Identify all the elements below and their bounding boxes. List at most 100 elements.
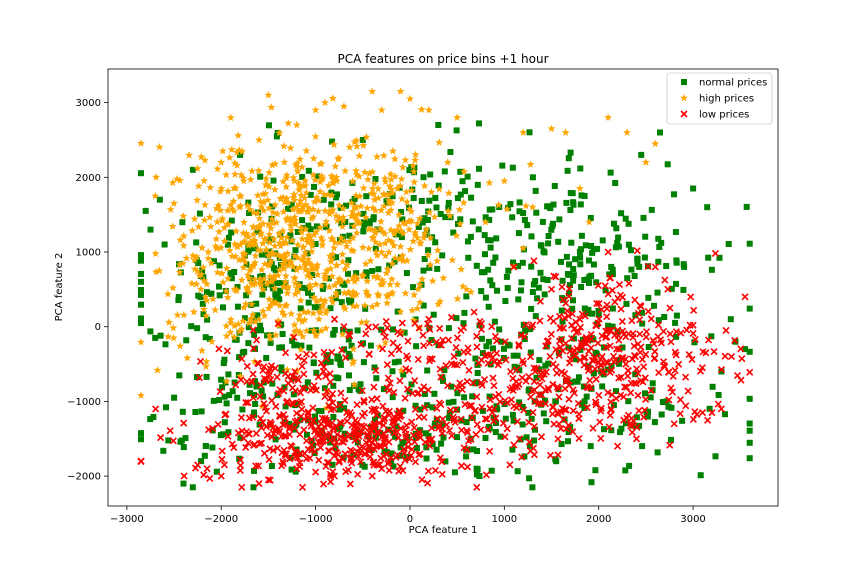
data-point bbox=[353, 270, 360, 277]
data-point bbox=[289, 173, 298, 182]
data-point bbox=[378, 465, 386, 473]
data-point bbox=[202, 334, 209, 341]
data-point bbox=[533, 374, 540, 381]
data-point bbox=[309, 205, 318, 213]
data-point bbox=[424, 251, 433, 259]
data-point bbox=[387, 454, 395, 462]
data-point bbox=[165, 318, 173, 326]
data-point bbox=[338, 257, 347, 266]
data-point bbox=[221, 411, 229, 419]
data-point bbox=[384, 426, 393, 434]
data-point bbox=[335, 213, 344, 222]
data-point bbox=[271, 265, 277, 272]
data-point bbox=[380, 386, 387, 393]
data-point bbox=[286, 221, 295, 229]
data-point bbox=[197, 152, 206, 161]
data-point bbox=[301, 261, 310, 269]
data-point bbox=[282, 450, 290, 458]
data-point bbox=[368, 87, 377, 95]
data-point bbox=[278, 260, 287, 268]
data-point bbox=[597, 434, 605, 442]
data-point bbox=[368, 472, 376, 480]
data-point bbox=[334, 153, 343, 162]
data-point bbox=[570, 335, 577, 342]
data-point bbox=[187, 279, 196, 287]
data-point bbox=[312, 241, 319, 247]
data-point bbox=[403, 385, 412, 393]
data-point bbox=[633, 247, 641, 255]
data-point bbox=[200, 276, 209, 284]
data-point bbox=[613, 388, 619, 395]
data-point bbox=[303, 259, 312, 268]
data-point bbox=[316, 295, 325, 304]
data-point bbox=[229, 197, 238, 205]
data-point bbox=[304, 268, 313, 276]
x-tick-label: 0 bbox=[407, 514, 413, 525]
data-point bbox=[337, 233, 346, 242]
data-point bbox=[595, 300, 603, 308]
data-point bbox=[377, 206, 386, 214]
data-point bbox=[292, 247, 299, 254]
data-point bbox=[474, 370, 481, 376]
data-point bbox=[387, 175, 396, 183]
data-point bbox=[341, 430, 348, 437]
data-point bbox=[189, 307, 198, 316]
data-point bbox=[481, 269, 488, 276]
data-point bbox=[348, 359, 357, 367]
data-point bbox=[223, 293, 232, 301]
data-point bbox=[311, 175, 320, 184]
data-point bbox=[524, 222, 531, 229]
data-point bbox=[286, 420, 293, 427]
data-point bbox=[399, 256, 408, 265]
data-point bbox=[213, 164, 222, 173]
data-point bbox=[615, 234, 622, 241]
data-point bbox=[301, 265, 310, 274]
data-point bbox=[398, 163, 407, 171]
data-point bbox=[290, 195, 299, 204]
data-point bbox=[327, 206, 336, 215]
data-point bbox=[251, 317, 260, 326]
data-point bbox=[345, 336, 352, 343]
data-point bbox=[195, 271, 204, 280]
data-point bbox=[461, 394, 468, 401]
data-point bbox=[487, 244, 494, 251]
data-point bbox=[282, 238, 291, 247]
data-point bbox=[532, 187, 539, 194]
data-point bbox=[418, 198, 425, 204]
data-point bbox=[301, 225, 310, 233]
data-point bbox=[453, 361, 461, 369]
data-point bbox=[438, 470, 446, 478]
data-point bbox=[568, 334, 576, 343]
data-point bbox=[156, 196, 163, 203]
data-point bbox=[312, 227, 321, 236]
data-point bbox=[304, 308, 312, 316]
data-point bbox=[338, 299, 345, 306]
data-point bbox=[309, 416, 317, 424]
data-point bbox=[368, 396, 376, 404]
data-point bbox=[332, 288, 341, 297]
data-point bbox=[360, 210, 367, 217]
data-point bbox=[360, 396, 368, 404]
data-point bbox=[222, 321, 231, 330]
data-point bbox=[293, 253, 302, 262]
data-point bbox=[528, 203, 537, 211]
data-point bbox=[152, 405, 160, 413]
data-point bbox=[406, 245, 415, 253]
data-point bbox=[310, 230, 319, 239]
data-point bbox=[613, 345, 621, 353]
data-point bbox=[627, 389, 635, 397]
data-point bbox=[241, 299, 250, 308]
data-point bbox=[238, 147, 247, 155]
data-point bbox=[233, 242, 242, 251]
data-point bbox=[275, 390, 283, 398]
data-point bbox=[618, 210, 625, 217]
data-point bbox=[152, 173, 161, 181]
data-point bbox=[243, 362, 251, 370]
data-point bbox=[256, 197, 265, 205]
data-point bbox=[547, 285, 556, 293]
data-point bbox=[351, 272, 360, 280]
data-point bbox=[559, 296, 567, 304]
data-point bbox=[260, 400, 268, 408]
data-point bbox=[655, 235, 662, 242]
data-point bbox=[450, 229, 457, 236]
